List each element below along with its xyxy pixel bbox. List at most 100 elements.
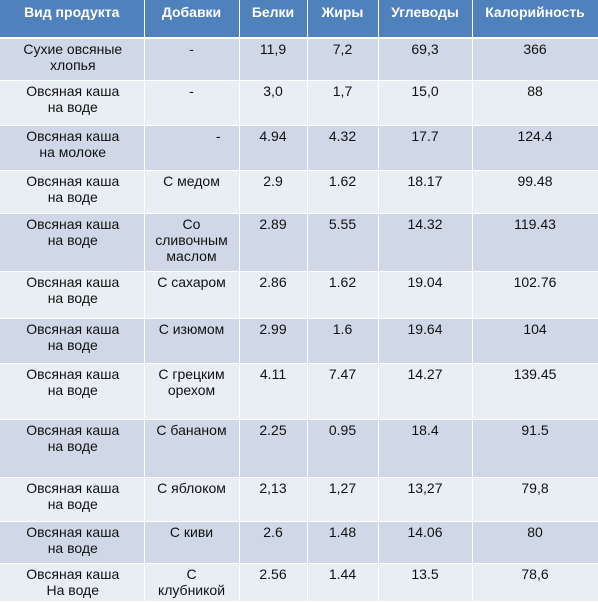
- protein-cell: 11,9: [239, 38, 308, 81]
- protein-cell: 2.56: [239, 563, 308, 602]
- table-row: Овсяная каша на воде С бананом 2.25 0.95 18.4…: [0, 419, 598, 478]
- calories-cell: 102.76: [472, 271, 598, 319]
- additive-cell-line: С бананом: [156, 421, 227, 438]
- product-cell-line: хлопья: [49, 57, 96, 73]
- carbs-cell: 19.04: [378, 271, 473, 319]
- product-cell-line: Овсяная каша: [26, 127, 120, 144]
- product-cell-line: Сухие овсяные: [23, 41, 123, 57]
- calories-cell: 88: [472, 80, 598, 126]
- protein-cell: 2,13: [239, 477, 308, 522]
- product-cell-line: на воде: [47, 289, 98, 306]
- additive-cell-line: -: [215, 127, 221, 144]
- calories-cell: 91.5: [472, 419, 598, 478]
- carbs-cell: 19.64: [378, 318, 473, 364]
- protein-cell: 2.6: [239, 521, 308, 564]
- fat-cell: 1.62: [307, 271, 379, 319]
- product-cell: Овсяная каша на молоке: [0, 125, 145, 171]
- protein-cell: 2.9: [239, 170, 308, 214]
- table-row: Овсяная каша на воде С яблоком 2,13 1,27 13,2…: [0, 477, 598, 522]
- product-cell-line: Овсяная каша: [26, 479, 120, 496]
- product-cell-line: Овсяная каша: [26, 82, 120, 99]
- additive-cell-line: клубникой: [157, 581, 226, 598]
- product-cell-line: на воде: [47, 188, 98, 205]
- product-cell: Овсяная каша на воде: [0, 80, 145, 126]
- table-row: Овсяная каша на воде Со сливочным маслом 2.89…: [0, 213, 598, 272]
- additive-cell-line: сливочным: [155, 231, 228, 248]
- additive-cell-line: С изюмом: [158, 320, 225, 337]
- carbs-cell: 17.7: [378, 125, 473, 171]
- additive-cell: Со сливочным маслом: [144, 213, 240, 272]
- fat-cell: 0.95: [307, 419, 379, 478]
- carbs-cell: 13.5: [378, 563, 473, 602]
- table-row: Овсяная каша на молоке - 4.94 4.32 17.7 124.4: [0, 125, 598, 171]
- product-cell: Овсяная каша на воде: [0, 477, 145, 522]
- additive-cell-line: С: [186, 565, 197, 582]
- calories-cell: 80: [472, 521, 598, 564]
- header-row: Вид продукта Добавки Белки Жиры Углеводы…: [0, 0, 598, 39]
- calories-cell: 79,8: [472, 477, 598, 522]
- table-row: Овсяная каша на воде С киви 2.6 1.48 14.06 80: [0, 521, 598, 564]
- protein-cell: 3,0: [239, 80, 308, 126]
- product-cell: Овсяная каша на воде: [0, 318, 145, 364]
- product-cell-line: Овсяная каша: [26, 565, 120, 582]
- additive-cell: С киви: [144, 521, 240, 564]
- fat-cell: 1.44: [307, 563, 379, 602]
- product-cell-line: на воде: [47, 495, 98, 512]
- calories-cell: 119.43: [472, 213, 598, 272]
- additive-cell: С медом: [144, 170, 240, 214]
- product-cell: Овсяная каша На воде: [0, 563, 145, 602]
- additive-cell-line: -: [189, 41, 194, 57]
- product-cell-line: на воде: [47, 539, 98, 556]
- fat-cell: 1.6: [307, 318, 379, 364]
- fat-cell: 7.47: [307, 363, 379, 420]
- fat-cell: 1.48: [307, 521, 379, 564]
- protein-cell: 2.99: [239, 318, 308, 364]
- product-cell: Сухие овсяные хлопья: [0, 38, 145, 81]
- product-cell-line: Овсяная каша: [26, 320, 120, 337]
- additive-cell-line: С киви: [169, 523, 214, 540]
- product-cell: Овсяная каша на воде: [0, 521, 145, 564]
- carbs-cell: 18.4: [378, 419, 473, 478]
- additive-cell-line: С грецким: [158, 365, 225, 382]
- product-cell-line: Овсяная каша: [26, 365, 120, 382]
- product-cell-line: Овсяная каша: [26, 273, 120, 290]
- protein-cell: 4.94: [239, 125, 308, 171]
- product-cell-line: на воде: [47, 381, 98, 398]
- product-cell: Овсяная каша на воде: [0, 419, 145, 478]
- protein-cell: 2.86: [239, 271, 308, 319]
- carbs-cell: 14.32: [378, 213, 473, 272]
- carbs-cell: 14.27: [378, 363, 473, 420]
- table-row: Овсяная каша на воде - 3,0 1,7 15,0 88: [0, 80, 598, 126]
- product-cell-line: на молоке: [39, 143, 107, 160]
- table-row: Сухие овсяные хлопья - 11,9 7,2 69,3 366: [0, 38, 598, 81]
- calories-cell: 104: [472, 318, 598, 364]
- calories-cell: 99.48: [472, 170, 598, 214]
- header-protein: Белки: [239, 0, 308, 39]
- product-cell-line: На воде: [46, 581, 100, 598]
- protein-cell: 2.25: [239, 419, 308, 478]
- product-cell-line: Овсяная каша: [26, 523, 120, 540]
- product-cell-line: на воде: [47, 98, 98, 115]
- additive-cell-line: С сахаром: [157, 273, 226, 290]
- product-cell-line: Овсяная каша: [26, 215, 120, 232]
- fat-cell: 4.32: [307, 125, 379, 171]
- product-cell: Овсяная каша на воде: [0, 213, 145, 272]
- fat-cell: 7,2: [307, 38, 379, 81]
- fat-cell: 5.55: [307, 213, 379, 272]
- additive-cell-line: С яблоком: [157, 479, 226, 496]
- calories-cell: 78,6: [472, 563, 598, 602]
- table-row: Овсяная каша на воде С сахаром 2.86 1.62 19.0…: [0, 271, 598, 319]
- carbs-cell: 18.17: [378, 170, 473, 214]
- additive-cell: С сахаром: [144, 271, 240, 319]
- additive-cell: С бананом: [144, 419, 240, 478]
- carbs-cell: 69,3: [378, 38, 473, 81]
- product-cell: Овсяная каша на воде: [0, 271, 145, 319]
- additive-cell: С яблоком: [144, 477, 240, 522]
- additive-cell: -: [144, 125, 240, 171]
- header-calories: Калорийность: [472, 0, 598, 39]
- additive-cell: С изюмом: [144, 318, 240, 364]
- header-carbs: Углеводы: [378, 0, 473, 39]
- calories-cell: 366: [472, 38, 598, 81]
